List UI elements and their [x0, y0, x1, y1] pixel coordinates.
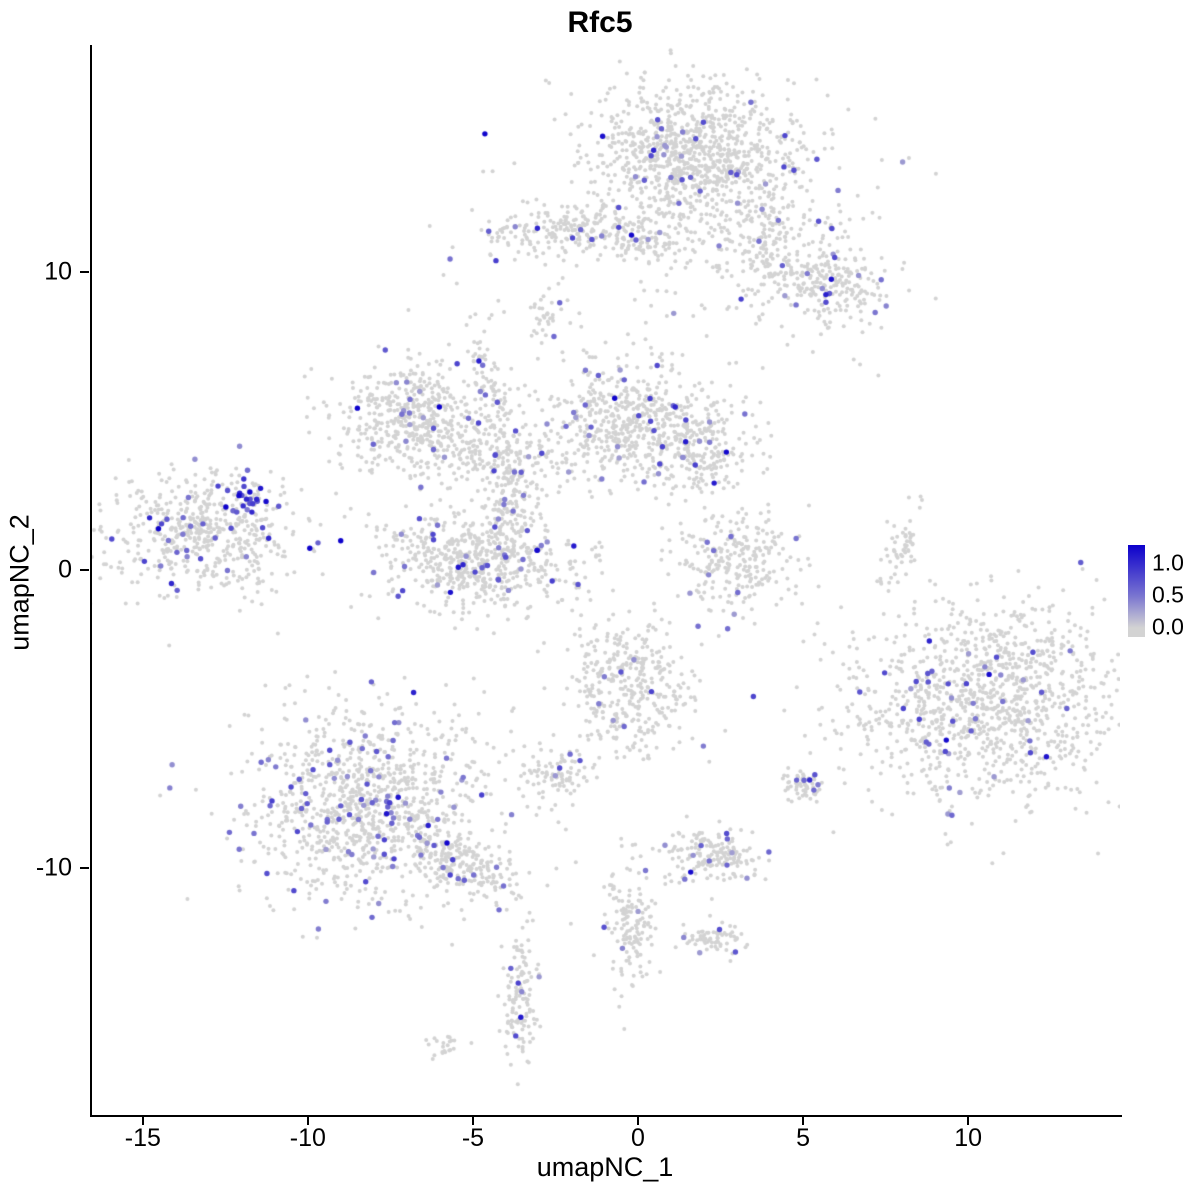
y-tick-mark [80, 568, 89, 571]
x-tick-mark [471, 1116, 474, 1125]
x-tick-label: 10 [954, 1124, 983, 1152]
x-tick-label: 5 [796, 1124, 811, 1152]
y-tick-label: 0 [58, 555, 72, 584]
y-tick-label: 10 [44, 257, 72, 286]
x-tick-label: -5 [461, 1124, 485, 1152]
y-tick-mark [80, 866, 89, 869]
chart-title: Rfc5 [567, 6, 633, 39]
x-tick-label: 0 [631, 1124, 645, 1152]
legend-label-high: 1.0 [1152, 549, 1184, 576]
x-tick-mark [637, 1116, 639, 1125]
x-tick-label: -10 [289, 1124, 326, 1152]
y-axis-label: umapNC_2 [4, 514, 35, 651]
y-tick-label: -10 [35, 853, 72, 882]
legend-label-mid: 0.5 [1152, 581, 1184, 608]
x-tick-mark [802, 1116, 805, 1125]
axis-frame [90, 45, 1122, 1117]
x-tick-mark [967, 1116, 970, 1125]
y-tick-mark [80, 270, 89, 273]
x-tick-mark [141, 1116, 144, 1125]
x-tick-mark [306, 1116, 309, 1125]
legend-gradient-bar [1128, 545, 1145, 637]
x-axis-label: umapNC_1 [536, 1152, 674, 1182]
scatter-plot-canvas [90, 45, 1120, 1115]
legend-label-low: 0.0 [1152, 613, 1184, 640]
x-tick-label: -15 [124, 1124, 161, 1152]
